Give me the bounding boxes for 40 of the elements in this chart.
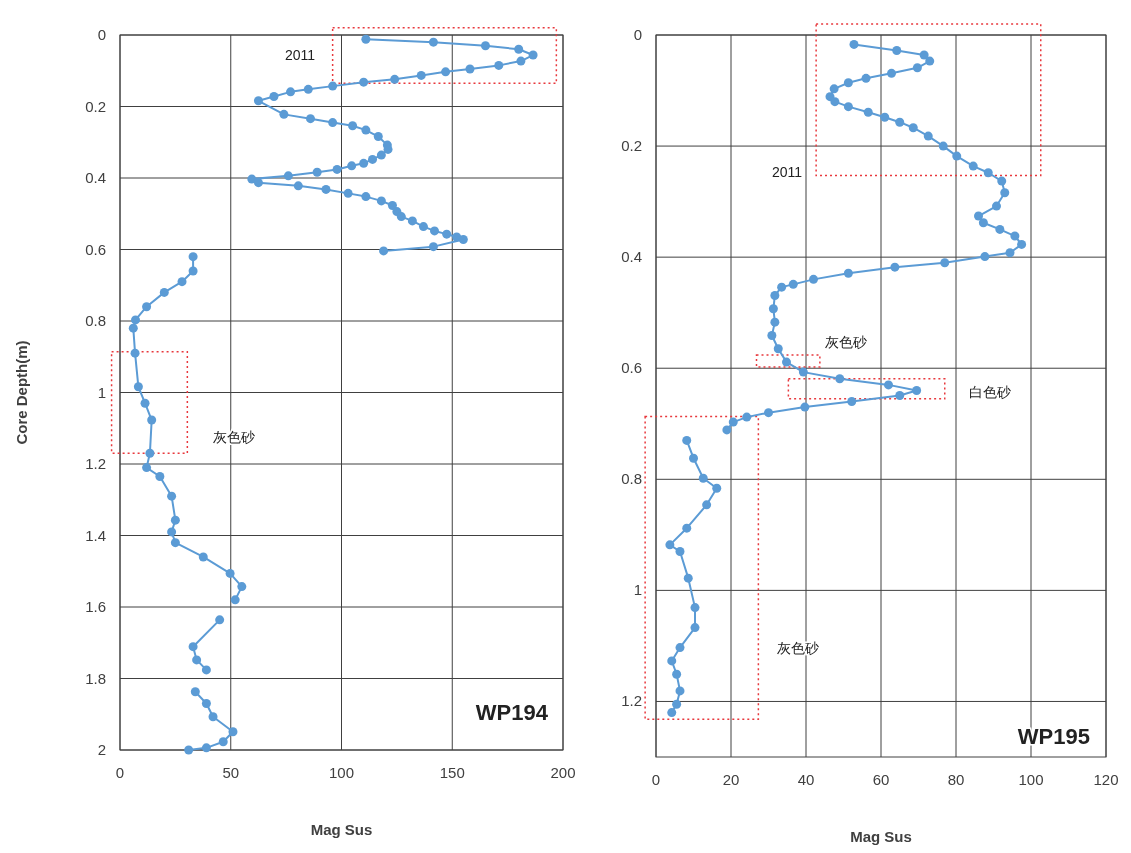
y-tick-label: 2 [97,741,106,758]
y-tick-label: 0.6 [621,359,642,377]
x-tick-label: 200 [550,764,576,781]
y-tick-label: 1.4 [85,526,106,544]
x-tick-label: 100 [328,764,355,781]
annotation: 2011 [771,164,803,180]
x-tick-label: 120 [1093,771,1119,788]
x-tick-label: 60 [872,771,890,788]
x-tick-label: 40 [797,771,815,788]
y-tick-label: 0.2 [85,97,106,115]
x-axis-title: Mag Sus [310,821,373,838]
x-tick-label: 0 [651,771,661,788]
y-tick-label: 0.4 [85,169,106,186]
y-tick-label: 1.2 [621,692,642,710]
x-tick-label: 20 [722,771,740,788]
x-tick-label: 50 [222,764,240,781]
annotation: 白色砂 [969,384,1011,400]
y-tick-label: 0.8 [621,470,642,488]
y-tick-label: 1 [97,383,106,401]
x-tick-label: 80 [947,771,965,788]
annotation: 灰色砂 [825,334,867,350]
y-axis-title: Core Depth(m) [13,340,30,445]
annotation: 灰色砂 [777,640,819,656]
y-tick-label: 1.2 [85,455,106,472]
y-tick-label: 0.6 [85,240,106,258]
y-tick-label: 1 [633,581,642,599]
y-tick-label: 1.8 [85,669,106,687]
x-tick-label: 0 [115,764,125,781]
annotation: WP195 [1017,724,1090,749]
y-tick-label: 0 [633,26,642,43]
annotation: 2011 [284,47,316,63]
annotation: WP194 [475,700,549,725]
x-axis-title: Mag Sus [850,828,912,845]
x-tick-label: 150 [439,764,465,781]
y-tick-label: 0.4 [621,248,642,266]
y-tick-label: 1.6 [85,598,106,615]
y-tick-label: 0.2 [621,137,642,155]
x-tick-label: 100 [1018,771,1044,788]
y-tick-label: 0 [97,26,106,43]
y-tick-label: 0.8 [85,312,106,329]
